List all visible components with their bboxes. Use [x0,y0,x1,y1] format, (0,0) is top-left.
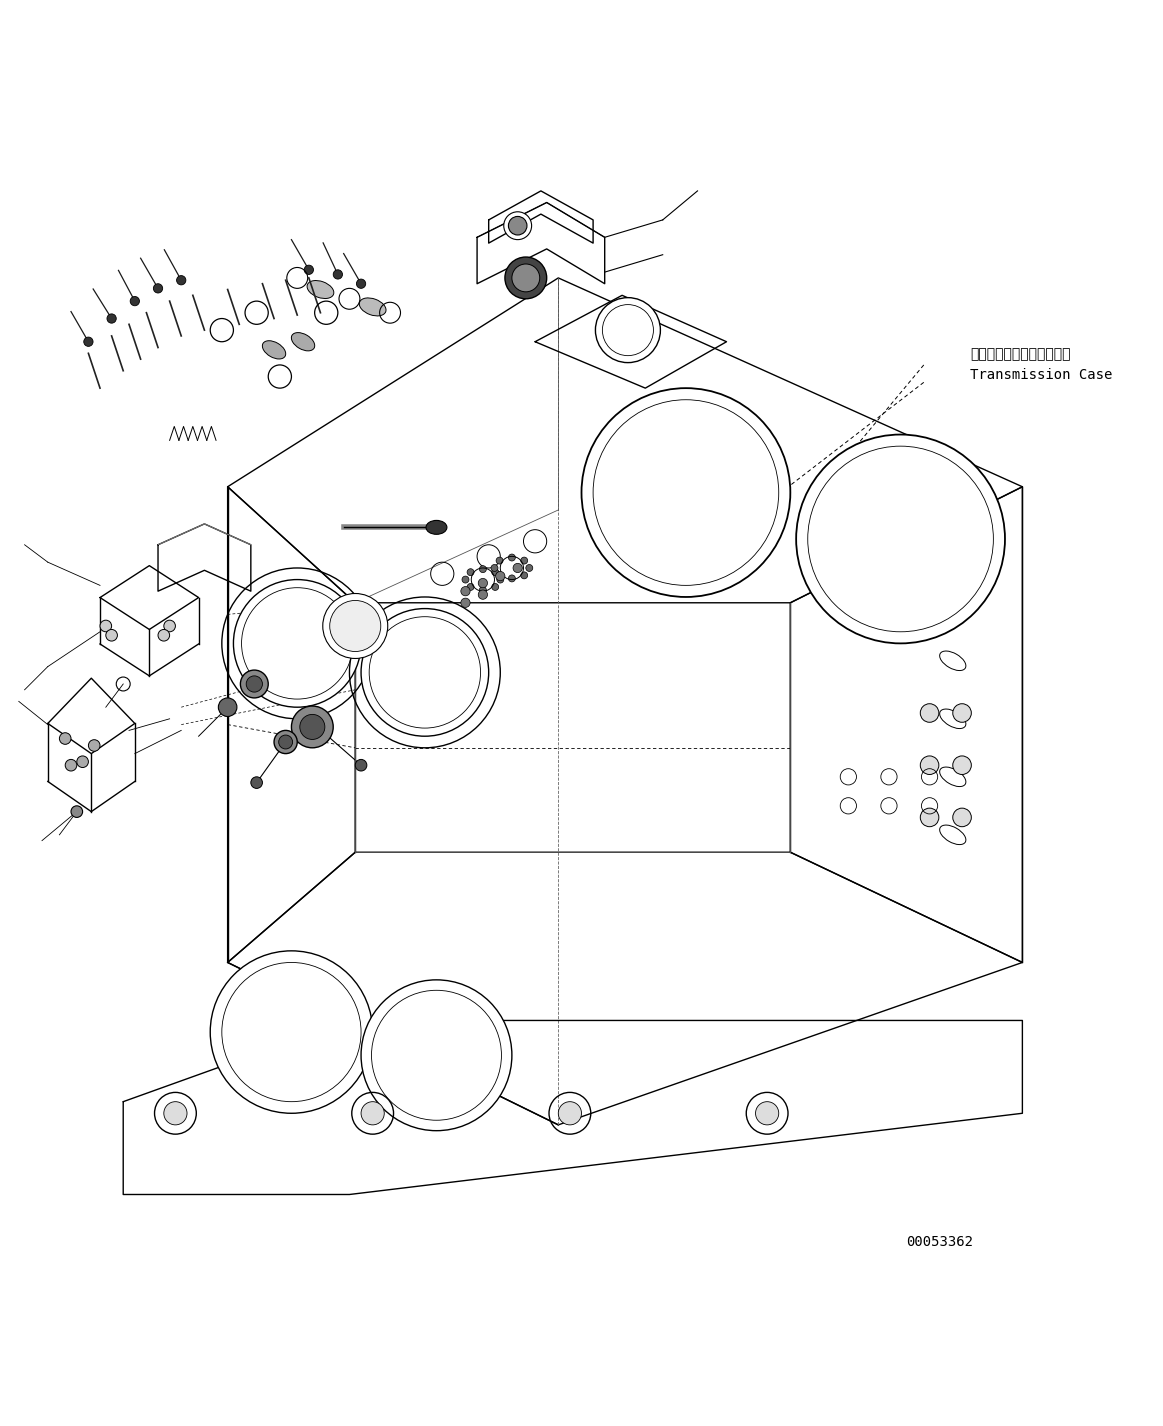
Text: 00053362: 00053362 [906,1235,973,1249]
Circle shape [100,620,112,632]
Circle shape [247,676,263,692]
Circle shape [508,217,527,235]
Circle shape [59,733,71,744]
Circle shape [292,706,334,747]
Circle shape [920,703,939,723]
Circle shape [88,740,100,752]
Ellipse shape [307,281,334,298]
Circle shape [492,569,499,576]
Circle shape [461,597,470,607]
Circle shape [495,572,505,580]
Circle shape [361,609,488,736]
Circle shape [920,756,939,774]
Circle shape [107,314,116,324]
Ellipse shape [263,341,286,359]
Circle shape [521,558,528,565]
Circle shape [521,572,528,579]
Circle shape [130,297,140,305]
Circle shape [513,563,522,573]
Circle shape [300,714,324,740]
Circle shape [756,1102,779,1125]
Circle shape [478,579,487,588]
Circle shape [361,980,512,1131]
Circle shape [84,337,93,347]
Circle shape [241,670,269,697]
Circle shape [595,298,661,362]
Circle shape [330,600,380,652]
Circle shape [219,697,237,716]
Circle shape [497,558,504,565]
Circle shape [952,756,971,774]
Circle shape [106,629,117,642]
Circle shape [356,279,365,288]
Circle shape [582,388,791,597]
Ellipse shape [292,332,315,351]
Circle shape [361,1102,384,1125]
Circle shape [461,586,470,596]
Circle shape [512,264,540,292]
Text: Transmission Case: Transmission Case [970,368,1113,382]
Circle shape [279,734,293,749]
Circle shape [462,576,469,583]
Circle shape [478,590,487,599]
Circle shape [479,566,486,573]
Circle shape [497,576,504,583]
Circle shape [504,212,531,240]
Circle shape [505,257,547,299]
Circle shape [211,951,372,1114]
Circle shape [508,555,515,560]
Circle shape [558,1102,582,1125]
Circle shape [77,756,88,767]
Circle shape [355,760,366,771]
Circle shape [491,565,498,572]
Circle shape [274,730,298,753]
Circle shape [920,809,939,827]
Circle shape [479,586,486,593]
Circle shape [797,435,1005,643]
Circle shape [164,620,176,632]
Circle shape [177,275,186,285]
Circle shape [492,583,499,590]
Text: トランスミッションケース: トランスミッションケース [970,348,1071,361]
Circle shape [508,575,515,582]
Circle shape [234,579,361,707]
Circle shape [952,703,971,723]
Circle shape [468,569,475,576]
Circle shape [497,572,504,579]
Circle shape [323,593,387,659]
Circle shape [65,760,77,771]
Circle shape [251,777,263,789]
Circle shape [468,583,475,590]
Circle shape [334,270,342,279]
Circle shape [154,284,163,292]
Circle shape [305,265,314,274]
Circle shape [158,629,170,642]
Circle shape [952,809,971,827]
Circle shape [71,806,83,817]
Circle shape [164,1102,187,1125]
Ellipse shape [359,298,386,317]
Circle shape [526,565,533,572]
Ellipse shape [426,520,447,535]
